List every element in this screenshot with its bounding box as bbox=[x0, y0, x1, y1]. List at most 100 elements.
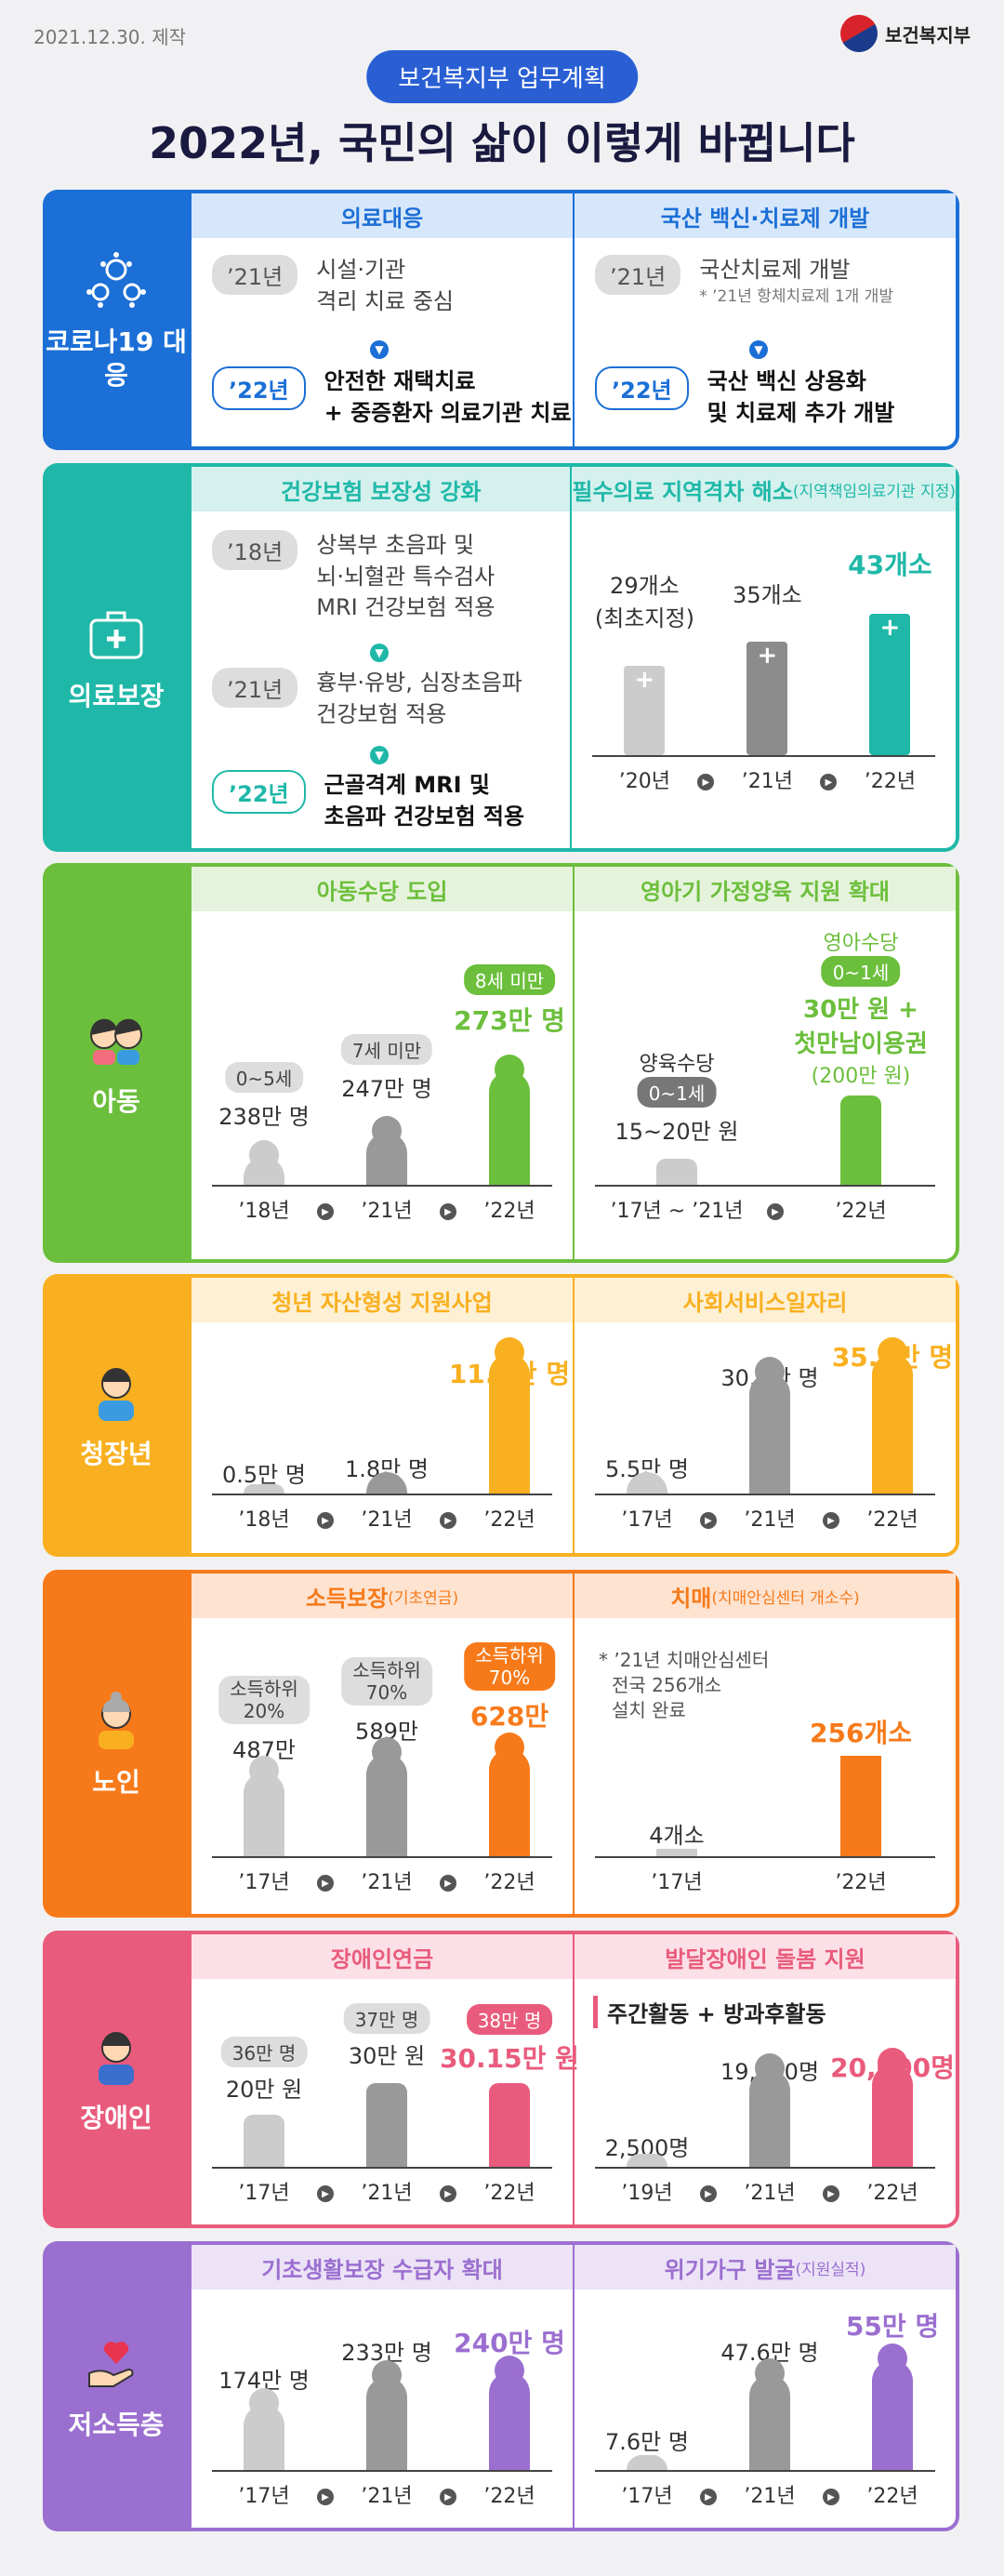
x-label: ’17년 bbox=[238, 1871, 290, 1894]
col-heading: 필수의료 지역격차 해소 (지역책임의료기관 지정) bbox=[572, 467, 956, 511]
tag-line: 소득하위 bbox=[475, 1644, 544, 1666]
x-label: ’18년 bbox=[238, 1200, 290, 1223]
bar bbox=[749, 2052, 790, 2167]
arrow-right-icon: ▶ bbox=[700, 2489, 717, 2505]
ministry-logo: 보건복지부 bbox=[833, 7, 971, 60]
year-chip: ’22년 bbox=[212, 770, 306, 814]
x-label: ’18년 bbox=[238, 1508, 290, 1532]
axis-line bbox=[212, 2167, 552, 2169]
value-label: 38만 명 30.15만 원 bbox=[440, 2003, 579, 2076]
col-medical-response: 의료대응 ’21년 시설·기관 격리 치료 중심 ▼ ’22년 안전한 재택치료 + 중… bbox=[192, 193, 573, 446]
tag-line: 소득하위 bbox=[352, 1659, 421, 1681]
arrow-right-icon: ▶ bbox=[823, 2489, 839, 2505]
section-label: 노인 bbox=[92, 1766, 140, 1798]
col-heading: 위기가구 발굴 (지원실적) bbox=[575, 2245, 956, 2290]
bar bbox=[656, 1849, 697, 1856]
year-chip: ’21년 bbox=[212, 255, 298, 295]
x-label: ’21년 bbox=[361, 1871, 413, 1894]
col-heading: 치매 (치매안심센터 개소수) bbox=[575, 1573, 956, 1618]
heading-sub: (기초연금) bbox=[388, 1588, 459, 1608]
x-label: ’21년 bbox=[741, 770, 794, 793]
bar bbox=[489, 2083, 530, 2167]
arrow-right-icon: ▶ bbox=[317, 1203, 334, 1220]
disabled-person-icon bbox=[84, 2024, 149, 2089]
bar-body bbox=[749, 2374, 790, 2470]
x-label: ’21년 bbox=[361, 1200, 413, 1223]
value-title: 영아수당 bbox=[823, 932, 899, 955]
axis-line bbox=[595, 1856, 935, 1858]
arrow-right-icon: ▶ bbox=[823, 2185, 839, 2202]
x-label: ’21년 bbox=[361, 1508, 413, 1532]
bar bbox=[840, 1095, 881, 1185]
bar bbox=[489, 2356, 530, 2470]
value-label: 35개소 bbox=[733, 582, 802, 608]
note-line: 설치 완료 bbox=[612, 1699, 686, 1721]
x-label: ’21년 bbox=[361, 2485, 413, 2508]
plus-icon: + bbox=[879, 614, 901, 642]
tag-line: 소득하위 bbox=[230, 1678, 298, 1700]
axis-line bbox=[212, 2470, 552, 2472]
value-text: 첫만남이용권 bbox=[794, 1030, 928, 1058]
value-label: 29개소 (최초지정) bbox=[595, 567, 694, 632]
col-child-allowance: 아동수당 도입 0~5세 238만 명 7세 미만 247만 명 8세 미만 273만… bbox=[192, 867, 573, 1259]
section-label: 저소득층 bbox=[68, 2409, 165, 2440]
col-heading: 기초생활보장 수급자 확대 bbox=[192, 2245, 573, 2290]
bar bbox=[244, 2115, 284, 2167]
col-heading: 청년 자산형성 지원사업 bbox=[192, 1278, 573, 1322]
x-label: ’17년 ~ ’21년 bbox=[610, 1200, 744, 1223]
year-chip: ’22년 bbox=[595, 366, 689, 410]
axis-line bbox=[592, 755, 935, 757]
value-title: 양육수당 bbox=[639, 1053, 715, 1076]
bar bbox=[366, 1472, 407, 1494]
axis-line bbox=[595, 2167, 935, 2169]
x-label: ’22년 bbox=[483, 1508, 535, 1532]
x-label: ’22년 bbox=[483, 1871, 535, 1894]
value-label: 양육수당 0~1세 15~20만 원 bbox=[615, 1047, 739, 1146]
text-line: 건강보험 적용 bbox=[316, 700, 447, 727]
value-label: 0.5만 명 bbox=[222, 1462, 306, 1488]
bar-body bbox=[489, 1749, 530, 1856]
x-label: ’22년 bbox=[866, 2182, 918, 2205]
value-label: 37만 명 30만 원 bbox=[343, 2003, 430, 2070]
text-line: 시설·기관 bbox=[316, 257, 406, 283]
axis-line bbox=[212, 1185, 552, 1187]
col-heading: 장애인연금 bbox=[192, 1934, 573, 1979]
tag-line: 20% bbox=[243, 1700, 285, 1722]
value-text: 273만 명 bbox=[454, 1005, 565, 1036]
bar: + bbox=[624, 666, 666, 755]
value-text: 29개소 bbox=[610, 573, 680, 599]
bar bbox=[749, 1356, 790, 1494]
text-line: 국산 백신 상용화 bbox=[707, 368, 866, 394]
col-heading: 의료대응 bbox=[192, 193, 573, 238]
bar-body bbox=[872, 1354, 913, 1494]
value-label: 소득하위 20% 487만 bbox=[218, 1676, 310, 1764]
first-aid-kit-icon bbox=[84, 602, 149, 667]
plus-icon: + bbox=[757, 642, 778, 670]
col-heading: 영아기 가정양육 지원 확대 bbox=[575, 867, 956, 911]
tag: 0~1세 bbox=[821, 956, 901, 987]
col-youth-asset: 청년 자산형성 지원사업 0.5만 명 1.8만 명 11.9만 명 ’18년 … bbox=[192, 1278, 573, 1553]
value-text: 628만 bbox=[469, 1701, 549, 1732]
heart-hand-icon bbox=[84, 2330, 149, 2396]
x-label: ’17년 bbox=[238, 2182, 290, 2205]
page-title: 2022년, 국민의 삶이 이렇게 바뀝니다 bbox=[149, 118, 855, 168]
bar-body bbox=[489, 1071, 530, 1185]
elder-icon bbox=[84, 1688, 149, 1753]
arrow-right-icon: ▶ bbox=[440, 2185, 456, 2202]
heading-text: 필수의료 지역격차 해소 bbox=[572, 478, 793, 505]
bar bbox=[872, 2048, 913, 2167]
col-heading: 발달장애인 돌봄 지원 bbox=[575, 1934, 956, 1979]
arrow-right-icon: ▶ bbox=[823, 1512, 839, 1529]
arrow-right-icon: ▶ bbox=[317, 2185, 334, 2202]
section-low-income: 저소득층 기초생활보장 수급자 확대 174만 명 233만 명 240만 명 … bbox=[43, 2241, 959, 2531]
x-label: ’17년 bbox=[621, 1508, 673, 1532]
value-label: 256개소 bbox=[810, 1718, 912, 1748]
axis-line bbox=[212, 1494, 552, 1495]
bar-body bbox=[749, 1373, 790, 1494]
x-label: ’21년 bbox=[361, 2182, 413, 2205]
bar bbox=[366, 1116, 407, 1185]
value-text: 238만 명 bbox=[218, 1104, 310, 1130]
bar bbox=[656, 1159, 697, 1185]
bar bbox=[489, 1337, 530, 1494]
arrow-right-icon: ▶ bbox=[440, 1875, 456, 1892]
